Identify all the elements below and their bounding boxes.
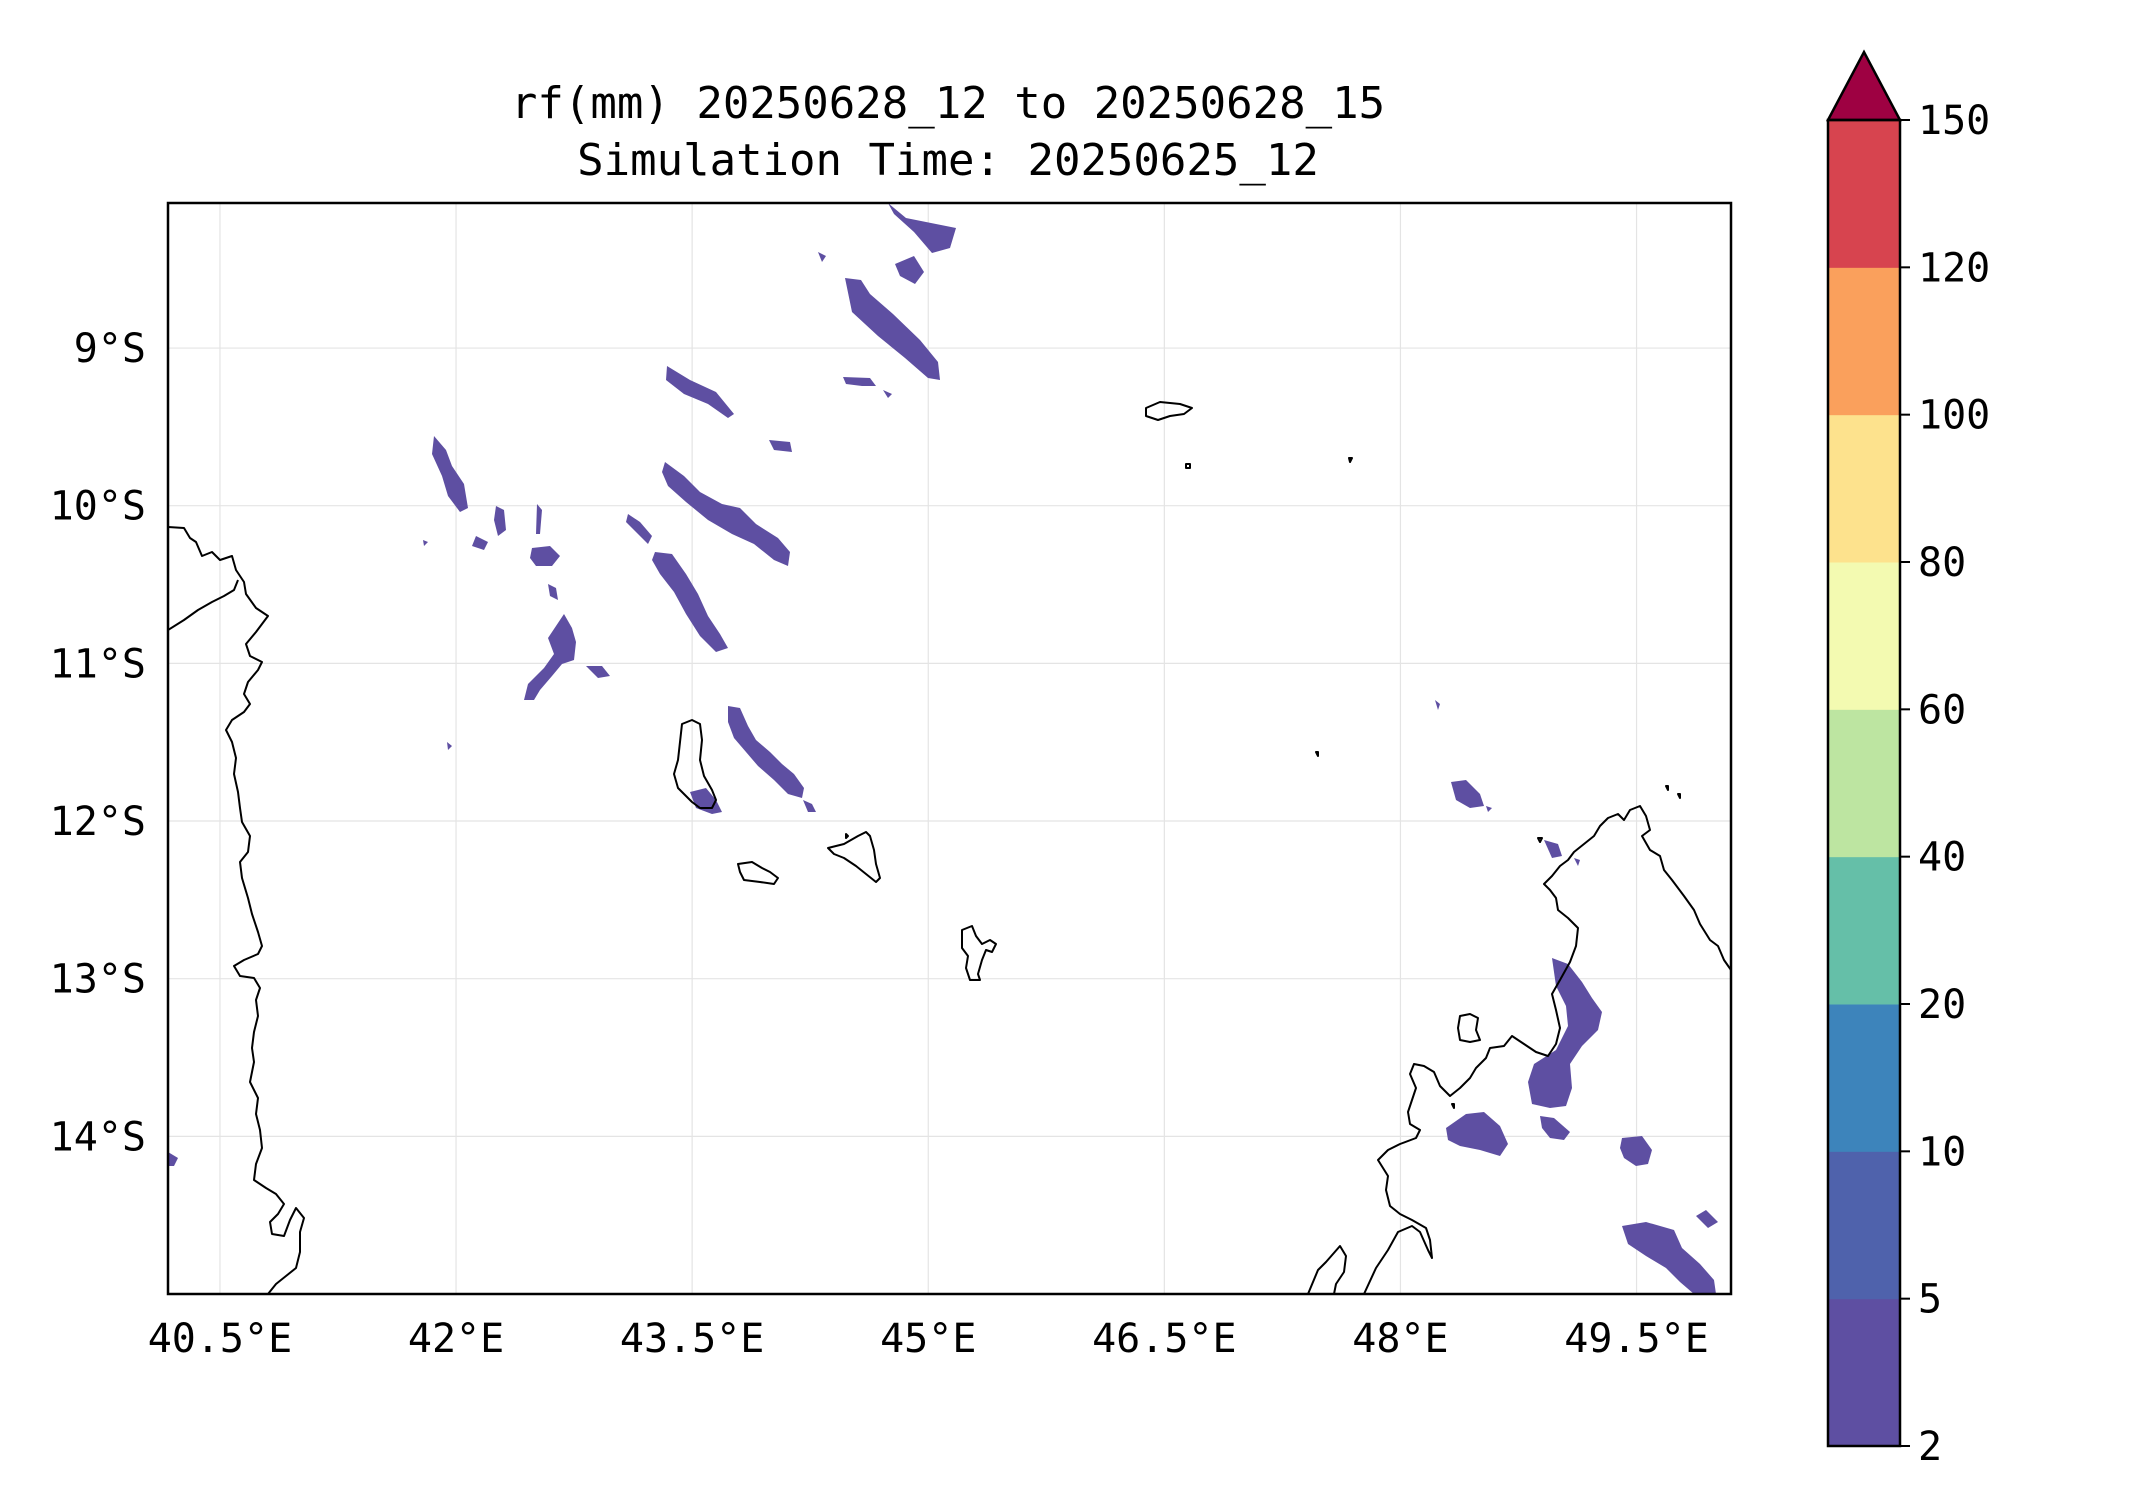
rain-area bbox=[662, 462, 790, 566]
rain-area bbox=[895, 256, 924, 284]
colorbar-label: 150 bbox=[1918, 98, 1990, 144]
rain-area bbox=[845, 278, 940, 380]
rain-area bbox=[530, 546, 560, 566]
small-islet bbox=[1451, 1103, 1455, 1109]
latitude-tick-labels: 9°S 10°S 11°S 12°S 13°S 14°S bbox=[50, 326, 146, 1160]
colorbar-segment bbox=[1828, 414, 1900, 563]
small-islet bbox=[1677, 793, 1681, 799]
small-islet bbox=[1537, 837, 1543, 843]
small-islet bbox=[1315, 751, 1319, 757]
colorbar-segment bbox=[1828, 709, 1900, 858]
colorbar-label: 10 bbox=[1918, 1129, 1966, 1175]
chart-subtitle: Simulation Time: 20250625_12 bbox=[577, 135, 1319, 186]
y-tick-label: 12°S bbox=[50, 799, 146, 845]
colorbar-segment bbox=[1828, 267, 1900, 416]
longitude-tick-labels: 40.5°E 42°E 43.5°E 45°E 46.5°E 48°E 49.5°E bbox=[148, 1316, 1709, 1362]
rain-area bbox=[1622, 1222, 1716, 1294]
x-tick-label: 45°E bbox=[880, 1316, 976, 1362]
rain-area bbox=[423, 540, 428, 546]
rain-area bbox=[1446, 1112, 1508, 1156]
rain-area bbox=[626, 514, 652, 544]
colorbar-label: 60 bbox=[1918, 687, 1966, 733]
x-tick-label: 48°E bbox=[1352, 1316, 1448, 1362]
y-tick-label: 14°S bbox=[50, 1114, 146, 1160]
x-tick-label: 49.5°E bbox=[1564, 1316, 1709, 1362]
rain-area bbox=[843, 377, 876, 386]
rain-area bbox=[494, 506, 506, 536]
colorbar-segment bbox=[1828, 1004, 1900, 1152]
colorbar-label: 5 bbox=[1918, 1277, 1942, 1323]
rain-area bbox=[888, 203, 956, 253]
colorbar-label: 120 bbox=[1918, 245, 1990, 291]
small-islet bbox=[1185, 463, 1191, 469]
moheli bbox=[737, 861, 779, 885]
x-tick-label: 43.5°E bbox=[620, 1316, 765, 1362]
rainfall-areas bbox=[168, 203, 1718, 1294]
colorbar-segment bbox=[1828, 1298, 1900, 1447]
chart-title: rf(mm) 20250628_12 to 20250628_15 bbox=[511, 78, 1385, 129]
x-tick-label: 42°E bbox=[408, 1316, 504, 1362]
colorbar-segment bbox=[1828, 562, 1900, 710]
rain-area bbox=[803, 800, 816, 812]
rain-area bbox=[524, 614, 576, 700]
anjouan bbox=[827, 831, 881, 883]
small-islet bbox=[1665, 785, 1669, 791]
rain-area bbox=[1486, 806, 1492, 812]
rain-area bbox=[432, 436, 468, 512]
rain-area bbox=[1451, 780, 1484, 808]
nosy-be bbox=[1457, 1013, 1481, 1043]
grande-comore bbox=[673, 719, 717, 809]
rain-area bbox=[586, 666, 610, 678]
rain-area bbox=[1544, 840, 1562, 858]
rain-area bbox=[883, 390, 892, 398]
colorbar-label: 40 bbox=[1918, 835, 1966, 881]
africa-inner-coast bbox=[168, 579, 239, 631]
madagascar-coast bbox=[1307, 805, 1731, 1294]
rain-area bbox=[472, 536, 488, 550]
glorieuses bbox=[1145, 401, 1193, 421]
rain-area bbox=[666, 366, 734, 418]
y-tick-label: 9°S bbox=[74, 326, 146, 372]
map-background bbox=[168, 203, 1731, 1294]
rain-area bbox=[652, 552, 728, 652]
colorbar-frame bbox=[1826, 118, 1902, 1448]
x-tick-label: 40.5°E bbox=[148, 1316, 293, 1362]
rain-area bbox=[728, 706, 804, 798]
colorbar-label: 80 bbox=[1918, 540, 1966, 586]
rain-area bbox=[1528, 958, 1602, 1108]
rain-area bbox=[1435, 700, 1440, 710]
africa-coastline bbox=[168, 526, 305, 1294]
colorbar-segment bbox=[1828, 120, 1900, 268]
y-tick-label: 10°S bbox=[50, 484, 146, 530]
rain-area bbox=[818, 252, 826, 262]
colorbar-label: 2 bbox=[1918, 1424, 1942, 1470]
colorbar-segment bbox=[1828, 1151, 1900, 1300]
rain-area bbox=[536, 504, 542, 534]
rain-area bbox=[1620, 1136, 1652, 1166]
rain-area bbox=[1574, 858, 1580, 866]
colorbar-segment bbox=[1828, 856, 1900, 1005]
map-frame bbox=[166, 201, 1733, 1296]
colorbar: 2 5 10 20 40 60 80 100 120 150 bbox=[1825, 49, 1990, 1470]
rain-area bbox=[447, 742, 452, 750]
rain-area bbox=[1540, 1116, 1570, 1140]
y-tick-label: 13°S bbox=[50, 957, 146, 1003]
y-tick-label: 11°S bbox=[50, 641, 146, 687]
x-tick-label: 46.5°E bbox=[1092, 1316, 1237, 1362]
rain-area bbox=[769, 440, 792, 452]
colorbar-label: 20 bbox=[1918, 982, 1966, 1028]
colorbar-extend-arrow bbox=[1825, 49, 1903, 122]
rain-area bbox=[1696, 1210, 1718, 1228]
rain-area bbox=[548, 584, 558, 600]
colorbar-label: 100 bbox=[1918, 393, 1990, 439]
rain-area bbox=[168, 1152, 178, 1166]
small-islet bbox=[1348, 457, 1353, 463]
mayotte bbox=[961, 925, 997, 981]
coastlines bbox=[168, 401, 1731, 1294]
small-islet bbox=[845, 833, 849, 839]
map-panel: 40.5°E 42°E 43.5°E 45°E 46.5°E 48°E 49.5°E 9°S… bbox=[50, 201, 1733, 1362]
